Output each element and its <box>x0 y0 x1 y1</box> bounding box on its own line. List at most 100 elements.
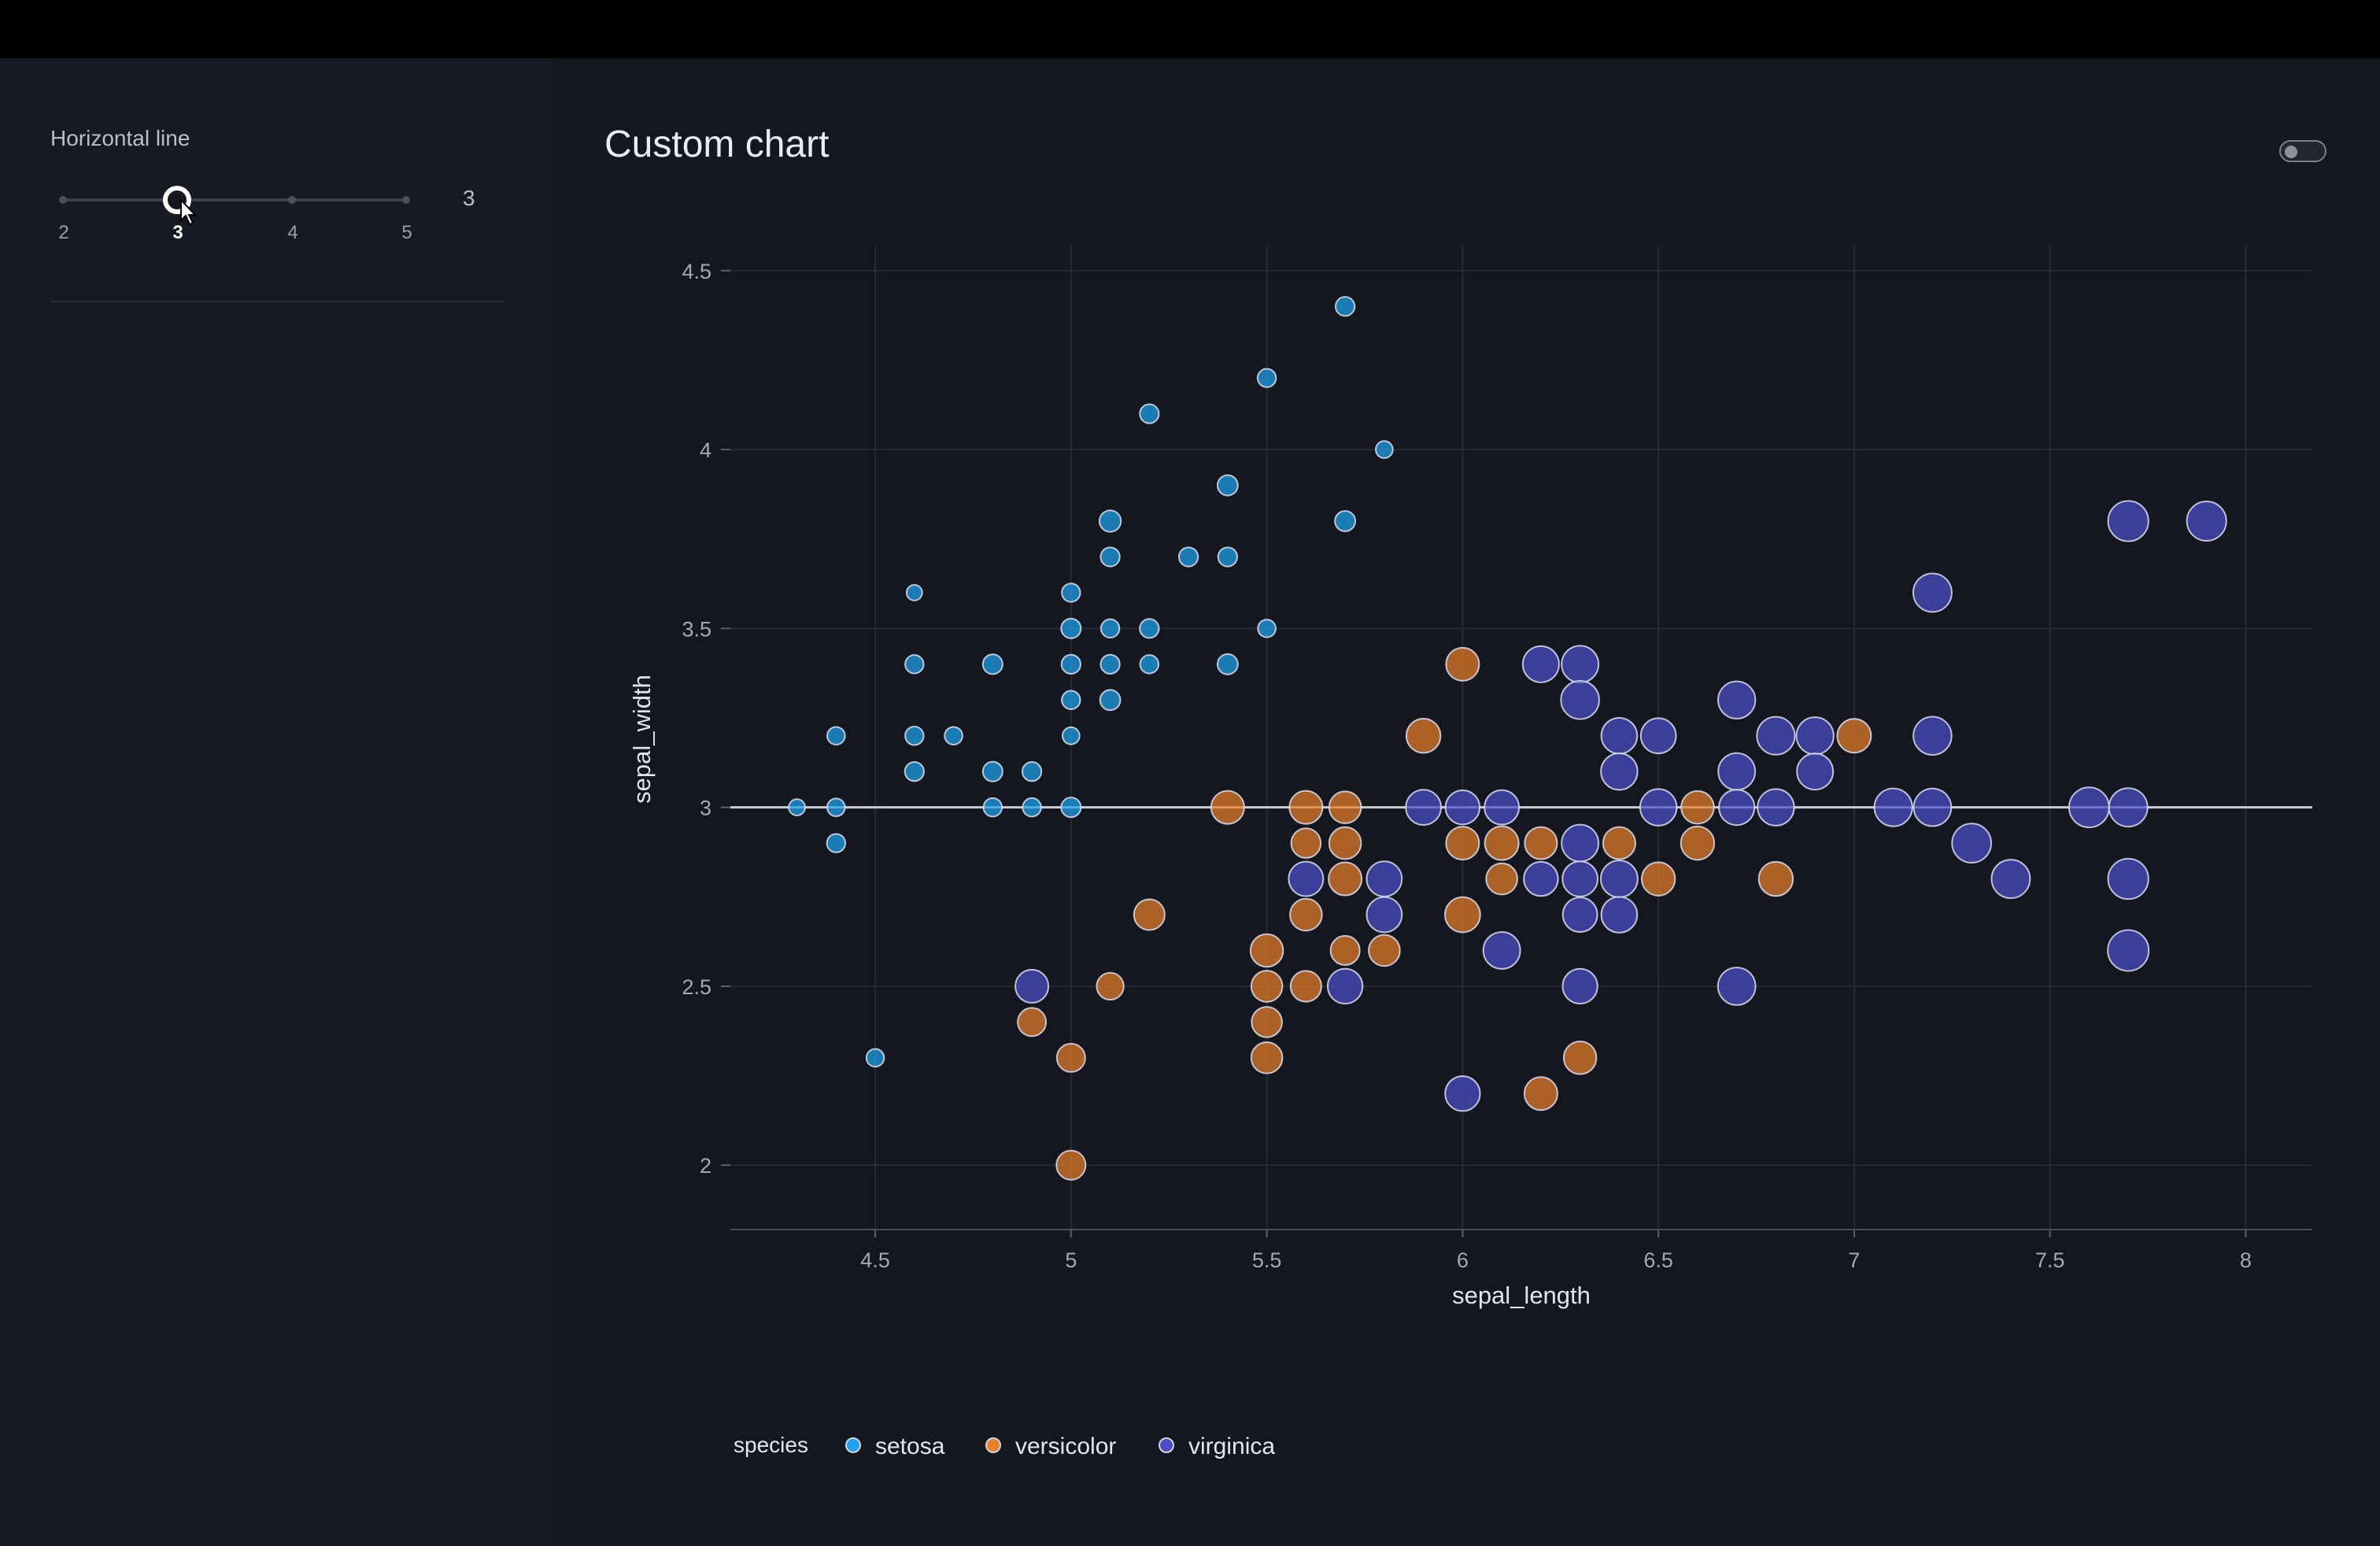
data-point-versicolor <box>1485 862 1518 896</box>
data-point-versicolor <box>1328 826 1362 860</box>
slider-tick-label: 2 <box>58 222 69 243</box>
data-point-setosa <box>865 1048 885 1068</box>
y-axis-title: sepal_width <box>628 675 656 804</box>
x-tick-label: 4.5 <box>860 1248 890 1272</box>
y-tick-label: 2 <box>700 1154 711 1178</box>
data-point-versicolor <box>1445 646 1480 682</box>
data-point-virginica <box>1717 752 1757 791</box>
data-point-versicolor <box>1055 1149 1087 1181</box>
data-point-versicolor <box>1133 898 1166 931</box>
x-tick-label: 6 <box>1457 1248 1469 1272</box>
x-tick-label: 6.5 <box>1643 1248 1673 1272</box>
data-point-setosa <box>904 726 925 746</box>
data-point-virginica <box>2068 786 2110 829</box>
slider-mark[interactable] <box>402 196 410 204</box>
data-point-setosa <box>1022 797 1042 818</box>
slider-mark[interactable] <box>288 196 296 204</box>
data-point-setosa <box>1139 618 1160 639</box>
data-point-versicolor <box>1250 1041 1284 1074</box>
data-point-setosa <box>1216 653 1239 675</box>
data-point-virginica <box>1912 572 1953 613</box>
mouse-cursor-icon <box>180 198 198 226</box>
data-point-setosa <box>826 797 846 817</box>
sidebar <box>0 58 552 1546</box>
data-point-versicolor <box>1289 970 1322 1003</box>
data-point-versicolor <box>1328 790 1362 824</box>
slider-tick-label: 4 <box>287 222 298 243</box>
data-point-setosa <box>1099 618 1121 639</box>
top-bar <box>0 0 2380 58</box>
data-point-setosa <box>982 797 1003 818</box>
data-point-versicolor <box>1290 827 1322 859</box>
data-point-versicolor <box>1289 897 1323 932</box>
sidebar-divider <box>50 301 504 302</box>
data-point-virginica <box>1718 789 1756 827</box>
data-point-setosa <box>1060 653 1081 675</box>
data-point-setosa <box>904 654 925 675</box>
legend-label: setosa <box>875 1433 945 1459</box>
x-tick-label: 8 <box>2240 1248 2252 1272</box>
data-point-virginica <box>1639 788 1678 827</box>
slider-track[interactable] <box>63 198 406 202</box>
legend-label: virginica <box>1188 1433 1276 1459</box>
data-point-setosa <box>788 798 806 817</box>
data-point-virginica <box>1560 680 1600 720</box>
data-point-virginica <box>1796 753 1835 791</box>
y-tick-label: 4.5 <box>682 260 711 283</box>
data-point-virginica <box>1756 716 1796 756</box>
data-point-setosa <box>1061 690 1081 710</box>
data-point-virginica <box>1717 967 1757 1006</box>
data-point-virginica <box>1600 896 1639 934</box>
data-point-setosa <box>981 653 1003 675</box>
toggle-knob <box>2285 146 2297 158</box>
x-axis-title: sepal_length <box>1452 1282 1591 1309</box>
data-point-setosa <box>981 760 1003 782</box>
data-point-virginica <box>2107 929 2150 972</box>
series-setosa <box>788 296 1394 1068</box>
data-point-versicolor <box>1836 718 1872 754</box>
data-point-virginica <box>1951 823 1992 864</box>
slider-value: 3 <box>463 186 475 210</box>
data-point-setosa <box>826 726 846 746</box>
theme-toggle[interactable] <box>2279 140 2326 162</box>
data-point-setosa <box>1139 654 1160 675</box>
data-point-virginica <box>1561 860 1598 897</box>
data-point-virginica <box>1561 823 1600 863</box>
data-point-virginica <box>1600 752 1639 791</box>
x-tick-label: 5.5 <box>1252 1248 1282 1272</box>
slider-mark[interactable] <box>59 196 67 204</box>
data-point-setosa <box>1375 440 1394 459</box>
data-point-virginica <box>1561 967 1598 1005</box>
data-point-versicolor <box>1523 1076 1558 1111</box>
data-point-virginica <box>1600 716 1639 755</box>
data-point-setosa <box>1216 474 1239 497</box>
data-point-virginica <box>2107 500 2149 542</box>
data-point-versicolor <box>1405 718 1442 754</box>
data-point-virginica <box>1405 789 1442 826</box>
data-point-virginica <box>1873 787 1913 827</box>
data-point-virginica <box>1523 860 1559 897</box>
data-point-versicolor <box>1562 1041 1598 1075</box>
data-point-virginica <box>1913 787 1953 827</box>
data-point-setosa <box>826 833 847 853</box>
data-point-virginica <box>1014 968 1050 1004</box>
x-tick-label: 7.5 <box>2035 1248 2065 1272</box>
data-point-versicolor <box>1602 826 1636 860</box>
y-tick-label: 4 <box>700 438 711 462</box>
data-point-versicolor <box>1055 1042 1086 1073</box>
data-point-setosa <box>905 584 923 601</box>
data-point-versicolor <box>1757 860 1794 897</box>
data-point-versicolor <box>1524 826 1558 860</box>
data-point-versicolor <box>1096 971 1125 1001</box>
data-point-virginica <box>1639 717 1677 755</box>
series-virginica <box>1014 500 2227 1112</box>
data-point-virginica <box>1484 789 1521 826</box>
data-point-versicolor <box>1445 826 1480 861</box>
legend-marker <box>845 1437 861 1453</box>
data-point-versicolor <box>1210 790 1245 825</box>
data-point-setosa <box>1061 583 1081 603</box>
data-point-virginica <box>1990 859 2031 899</box>
data-point-versicolor <box>1680 790 1715 825</box>
data-point-virginica <box>1366 860 1403 897</box>
data-point-setosa <box>1099 546 1121 568</box>
